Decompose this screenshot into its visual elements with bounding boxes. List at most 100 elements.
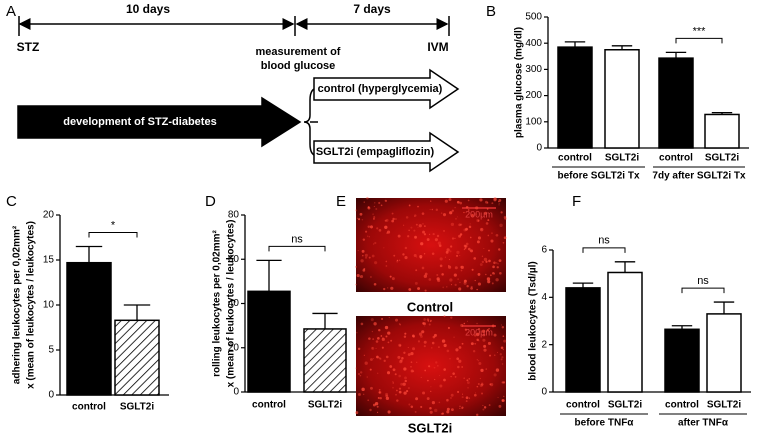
speckle bbox=[392, 368, 396, 372]
speckle bbox=[459, 281, 461, 284]
speckle bbox=[403, 351, 406, 354]
speckle bbox=[495, 233, 499, 237]
speckle bbox=[502, 241, 505, 244]
speckle bbox=[379, 357, 382, 360]
speckle bbox=[458, 346, 462, 349]
speckle bbox=[369, 408, 372, 412]
bar bbox=[706, 313, 742, 393]
speckle bbox=[356, 217, 358, 219]
speckle bbox=[387, 410, 391, 414]
speckle bbox=[395, 318, 398, 322]
significance-bracket bbox=[681, 287, 725, 294]
speckle bbox=[443, 315, 446, 318]
speckle bbox=[431, 208, 434, 211]
speckle bbox=[449, 250, 452, 253]
speckle bbox=[403, 391, 407, 395]
speckle bbox=[357, 372, 361, 376]
y-tick-label: 15 bbox=[43, 255, 55, 266]
speckle bbox=[394, 373, 397, 376]
speckle bbox=[402, 382, 406, 386]
speckle bbox=[430, 200, 432, 202]
speckle bbox=[391, 277, 395, 281]
bar bbox=[247, 290, 291, 393]
speckle bbox=[496, 262, 498, 264]
speckle bbox=[471, 268, 474, 271]
speckle bbox=[465, 205, 469, 209]
speckle bbox=[488, 249, 490, 252]
speckle bbox=[398, 374, 401, 378]
y-axis-label: plasma glucose (mg/dl) bbox=[514, 27, 525, 138]
speckle bbox=[423, 274, 428, 278]
speckle bbox=[406, 390, 409, 393]
speckle bbox=[492, 271, 495, 275]
speckle bbox=[493, 197, 497, 201]
error-bar bbox=[614, 261, 636, 273]
speckle bbox=[466, 379, 469, 382]
speckle bbox=[378, 228, 382, 232]
group-label: control (hyperglycemia) bbox=[318, 83, 443, 95]
panel-letter: E bbox=[336, 193, 346, 210]
speckle bbox=[429, 406, 432, 410]
speckle bbox=[368, 236, 370, 238]
speckle bbox=[399, 344, 402, 347]
speckle bbox=[487, 341, 492, 345]
speckle bbox=[465, 227, 468, 231]
speckle bbox=[503, 236, 507, 240]
speckle bbox=[446, 286, 448, 288]
speckle bbox=[446, 410, 450, 414]
speckle bbox=[489, 383, 492, 386]
speckle bbox=[417, 287, 421, 291]
y-tick-label: 0 bbox=[48, 390, 54, 401]
speckle bbox=[429, 208, 431, 211]
speckle bbox=[387, 287, 389, 289]
y-tick-label: 0 bbox=[233, 387, 239, 398]
speckle bbox=[459, 407, 461, 409]
speckle bbox=[372, 403, 376, 407]
speckle bbox=[467, 209, 470, 211]
bar bbox=[658, 57, 694, 149]
y-axis-label: adhering leukocytes per 0,02mm² bbox=[12, 225, 23, 384]
speckle bbox=[446, 407, 450, 411]
speckle bbox=[436, 234, 440, 238]
speckle bbox=[421, 266, 425, 270]
speckle bbox=[484, 211, 488, 215]
speckle bbox=[482, 404, 484, 407]
y-tick-label: 100 bbox=[525, 116, 542, 127]
speckle bbox=[438, 244, 442, 248]
speckle bbox=[500, 358, 503, 361]
speckle bbox=[384, 225, 388, 229]
speckle bbox=[360, 274, 364, 279]
speckle bbox=[420, 242, 424, 246]
y-axis-label: rolling leukocytes per 0,02mm² bbox=[212, 229, 223, 376]
y-tick-label: 400 bbox=[525, 38, 542, 49]
speckle bbox=[397, 234, 401, 238]
y-tick-label: 2 bbox=[541, 339, 547, 350]
speckle bbox=[395, 393, 397, 396]
speckle bbox=[399, 360, 403, 364]
speckle bbox=[355, 283, 357, 286]
speckle bbox=[385, 200, 387, 202]
speckle bbox=[441, 339, 446, 343]
group-label: before TNFα bbox=[575, 418, 635, 429]
error-bar bbox=[611, 45, 633, 50]
speckle bbox=[487, 234, 490, 237]
speckle bbox=[360, 259, 364, 263]
speckle bbox=[458, 359, 462, 363]
y-tick-label: 20 bbox=[43, 210, 55, 221]
speckle bbox=[500, 346, 504, 350]
speckle bbox=[373, 282, 377, 286]
speckle bbox=[478, 361, 482, 366]
speckle bbox=[369, 368, 372, 371]
speckle bbox=[501, 356, 504, 359]
speckle bbox=[448, 265, 450, 267]
speckle bbox=[460, 323, 464, 328]
speckle bbox=[448, 259, 450, 261]
speckle bbox=[454, 283, 457, 287]
speckle bbox=[383, 359, 386, 363]
speckle bbox=[479, 198, 483, 202]
speckle bbox=[410, 361, 413, 363]
speckle bbox=[470, 287, 473, 290]
speckle bbox=[372, 213, 374, 215]
speckle bbox=[396, 389, 398, 392]
significance-bracket bbox=[582, 247, 626, 253]
